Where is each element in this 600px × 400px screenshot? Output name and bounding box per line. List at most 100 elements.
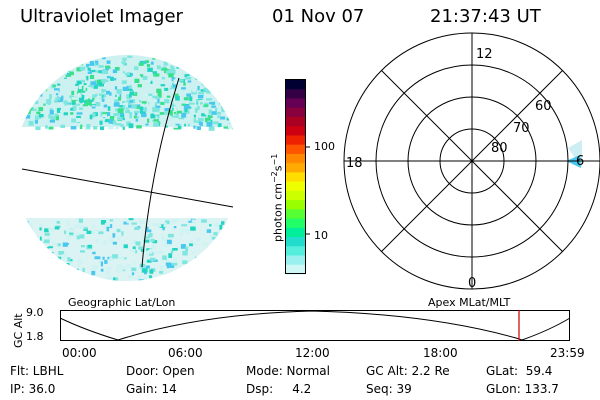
aurora-pixel	[121, 80, 127, 84]
aurora-pixel	[222, 111, 228, 115]
aurora-pixel	[135, 104, 141, 108]
aurora-pixel	[114, 67, 120, 71]
aurora-pixel	[163, 60, 168, 66]
aurora-pixel	[151, 84, 156, 87]
aurora-pixel	[150, 238, 155, 242]
aurora-pixel	[170, 89, 175, 92]
aurora-pixel	[165, 262, 172, 266]
aurora-pixel	[98, 65, 104, 68]
aurora-pixel	[180, 232, 183, 237]
aurora-pixel	[111, 277, 116, 281]
aurora-pixel	[208, 234, 213, 238]
latitude-label-70: 70	[513, 121, 530, 136]
aurora-pixel	[200, 121, 203, 126]
aurora-pixel	[208, 115, 213, 118]
aurora-pixel	[136, 125, 142, 129]
aurora-pixel	[79, 66, 86, 71]
colorbar-segment	[286, 153, 305, 164]
aurora-pixel	[44, 233, 50, 236]
aurora-pixel	[212, 115, 217, 119]
aurora-pixel	[109, 257, 115, 261]
timeline-right-label: Apex MLat/MLT	[428, 296, 511, 309]
aurora-pixel	[158, 250, 164, 255]
aurora-pixel	[139, 74, 144, 78]
mlt-label-0: 0	[468, 276, 477, 291]
aurora-pixel	[77, 264, 81, 267]
aurora-pixel	[129, 94, 132, 98]
aurora-pixel	[128, 123, 134, 129]
aurora-pixel	[173, 106, 177, 112]
timeline-xtick-1200: 12:00	[295, 346, 330, 360]
aurora-pixel	[112, 254, 118, 259]
aurora-pixel	[156, 88, 162, 93]
aurora-pixel	[181, 87, 186, 90]
colorbar-segment	[286, 255, 305, 266]
aurora-pixel	[174, 93, 179, 99]
aurora-pixel	[117, 116, 123, 121]
timeline-xtick-2359: 23:59	[550, 346, 585, 360]
aurora-pixel	[102, 78, 106, 84]
aurora-pixel	[115, 108, 120, 112]
aurora-pixel	[101, 98, 105, 102]
aurora-pixel	[175, 95, 180, 101]
aurora-pixel	[76, 103, 81, 106]
aurora-pixel	[46, 84, 52, 90]
aurora-pixel	[99, 120, 103, 125]
aurora-pixel	[141, 261, 146, 264]
aurora-pixel	[174, 111, 176, 115]
aurora-pixel	[76, 118, 81, 123]
status-dsp: Dsp: 4.2	[246, 382, 312, 396]
aurora-pixel	[82, 267, 85, 273]
aurora-pixel	[60, 124, 65, 128]
aurora-pixel	[217, 115, 221, 118]
aurora-pixel	[137, 275, 141, 279]
aurora-pixel	[176, 119, 182, 124]
aurora-pixel	[147, 118, 150, 123]
aurora-pixel	[66, 105, 72, 109]
status-gain: Gain: 14	[126, 382, 177, 396]
colorbar-segment	[286, 89, 305, 99]
colorbar-segment	[286, 209, 305, 220]
aurora-pixel	[102, 55, 106, 60]
status-seq: Seq: 39	[366, 382, 412, 396]
aurora-pixel	[158, 122, 161, 125]
aurora-pixel	[193, 114, 196, 118]
aurora-pixel	[130, 90, 134, 93]
aurora-pixel	[208, 104, 212, 108]
status-gc-alt: GC Alt: 2.2 Re	[366, 364, 450, 378]
timeline-frame	[60, 310, 570, 341]
aurora-pixel	[129, 85, 132, 90]
aurora-pixel	[87, 67, 91, 71]
aurora-pixel	[198, 117, 204, 122]
aurora-pixel	[135, 118, 139, 122]
aurora-pixel	[87, 69, 93, 74]
aurora-pixel	[62, 74, 66, 78]
aurora-pixel	[206, 229, 212, 233]
aurora-pixel	[145, 123, 149, 126]
aurora-pixel	[135, 241, 141, 246]
aurora-pixel	[53, 90, 59, 93]
aurora-pixel	[189, 243, 193, 247]
mlt-label-18: 18	[346, 156, 363, 171]
aurora-pixel	[186, 93, 191, 97]
aurora-pixel	[133, 262, 136, 265]
aurora-pixel	[146, 64, 151, 68]
aurora-pixel	[103, 104, 108, 108]
aurora-pixel	[145, 101, 149, 105]
aurora-pixel	[63, 230, 67, 235]
aurora-pixel	[69, 71, 74, 76]
geographic-latitude-line	[21, 168, 234, 208]
aurora-pixel	[82, 104, 88, 107]
aurora-pixel	[145, 72, 150, 77]
aurora-pixel	[153, 122, 159, 127]
aurora-pixel	[107, 102, 114, 108]
aurora-pixel	[92, 97, 95, 101]
aurora-pixel	[193, 222, 196, 225]
aurora-pixel	[109, 92, 112, 96]
aurora-pixel	[98, 82, 104, 87]
aurora-pixel	[220, 116, 226, 120]
aurora-pixel	[151, 244, 156, 249]
status-door: Door: Open	[126, 364, 195, 378]
aurora-pixel	[176, 110, 182, 114]
mlt-label-6: 6	[576, 154, 585, 169]
